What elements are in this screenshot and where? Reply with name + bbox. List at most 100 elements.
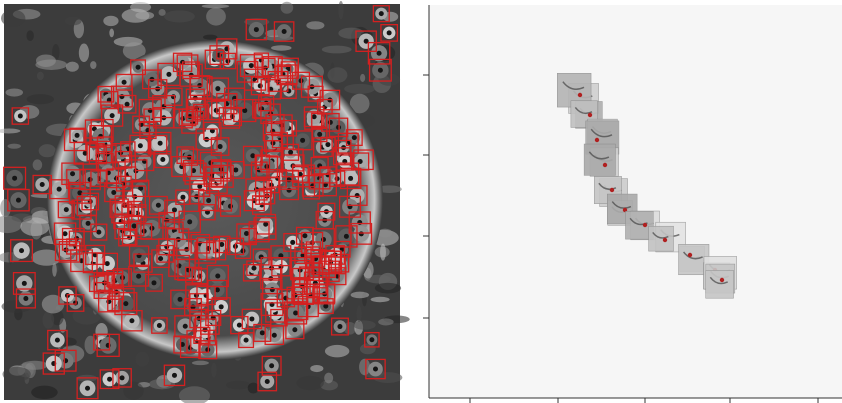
detection-box [226, 237, 245, 256]
texture-blob [51, 309, 64, 326]
cell-nucleus [297, 171, 303, 177]
image-patch [570, 100, 598, 128]
detection-box [118, 228, 136, 247]
detection-box [311, 112, 328, 129]
detection-box [184, 297, 203, 316]
cell-nucleus [351, 135, 357, 141]
detection-box [164, 87, 183, 106]
detection-box [210, 137, 230, 156]
detection-box [318, 260, 340, 282]
track-point [609, 187, 615, 193]
cell-nucleus [187, 219, 193, 225]
cell-nucleus [206, 198, 212, 204]
cell-nucleus [264, 378, 270, 384]
cell-nucleus [290, 239, 296, 245]
cell-nucleus [242, 108, 248, 114]
detection-box [257, 371, 278, 392]
detection-box [47, 329, 68, 351]
cell-nucleus [343, 233, 349, 239]
cell-nucleus [358, 231, 364, 237]
texture-blob [148, 378, 176, 390]
texture-blob [36, 71, 44, 81]
detection-box [176, 54, 199, 77]
detection-box [320, 136, 336, 153]
detection-box [319, 89, 341, 111]
detection-box [152, 95, 176, 119]
cell-nucleus [369, 337, 375, 343]
detection-box [250, 76, 270, 96]
detection-box [177, 258, 200, 281]
texture-blob [38, 144, 56, 158]
detection-box [97, 144, 117, 164]
detection-box [355, 30, 377, 52]
cell-nucleus [82, 150, 88, 156]
microscopy-panel [0, 0, 410, 403]
detection-box [203, 121, 222, 141]
texture-blob [122, 42, 146, 60]
cell-nucleus [243, 337, 249, 343]
texture-blob [26, 94, 55, 105]
detection-box [305, 249, 326, 269]
detection-box [264, 325, 285, 346]
cell-nucleus [119, 375, 125, 381]
detection-box [263, 133, 283, 153]
detection-box [286, 286, 304, 304]
detection-box [76, 377, 99, 400]
patch-texture [574, 106, 593, 115]
cell-nucleus [281, 29, 287, 35]
cell-nucleus [180, 194, 186, 200]
texture-blob [247, 382, 260, 394]
texture-blob [310, 364, 324, 373]
detection-box [49, 179, 70, 200]
texture-blob [164, 10, 195, 23]
detection-box [319, 250, 343, 274]
detection-box [211, 297, 231, 317]
cell-nucleus [209, 128, 215, 134]
cell-nucleus [325, 142, 331, 148]
texture-blob [380, 243, 386, 261]
detection-box [214, 194, 233, 212]
detection-box [290, 259, 311, 281]
cell-nucleus [107, 376, 113, 382]
detection-box [170, 289, 190, 310]
cell-nucleus [249, 316, 255, 322]
detection-box [255, 213, 277, 235]
detection-box [261, 355, 282, 376]
detection-box [120, 141, 136, 157]
cell-nucleus [271, 332, 277, 338]
cell-nucleus [377, 67, 383, 73]
detection-box [185, 284, 208, 307]
detection-box [138, 98, 162, 123]
detection-box [100, 91, 119, 110]
detection-box [319, 166, 337, 184]
cell-nucleus [56, 186, 62, 192]
patch-texture [598, 182, 617, 191]
detection-box [128, 245, 150, 266]
cell-nucleus [244, 231, 250, 237]
texture-blob [31, 385, 58, 400]
texture-blob [31, 249, 62, 266]
cell-nucleus [171, 207, 177, 213]
cell-nucleus [23, 295, 29, 301]
texture-blob [191, 360, 209, 366]
detection-box [338, 195, 361, 218]
detection-box [300, 75, 323, 98]
texture-blob [84, 335, 97, 355]
detection-box [291, 165, 309, 183]
detection-box [158, 238, 176, 256]
detection-box [61, 162, 84, 186]
cell-nucleus [348, 175, 354, 181]
cell-nucleus [171, 372, 177, 378]
detection-box [317, 202, 336, 221]
detection-box [114, 292, 138, 316]
cell-nucleus [131, 223, 137, 229]
image-patch [648, 225, 674, 252]
cell-nucleus [138, 185, 144, 191]
detection-box [293, 277, 311, 296]
detection-box [262, 56, 283, 77]
detection-box [88, 275, 106, 293]
detection-box [365, 358, 386, 380]
cell-nucleus [160, 156, 166, 162]
cell-nucleus [251, 265, 257, 271]
cell-nucleus [177, 296, 183, 302]
